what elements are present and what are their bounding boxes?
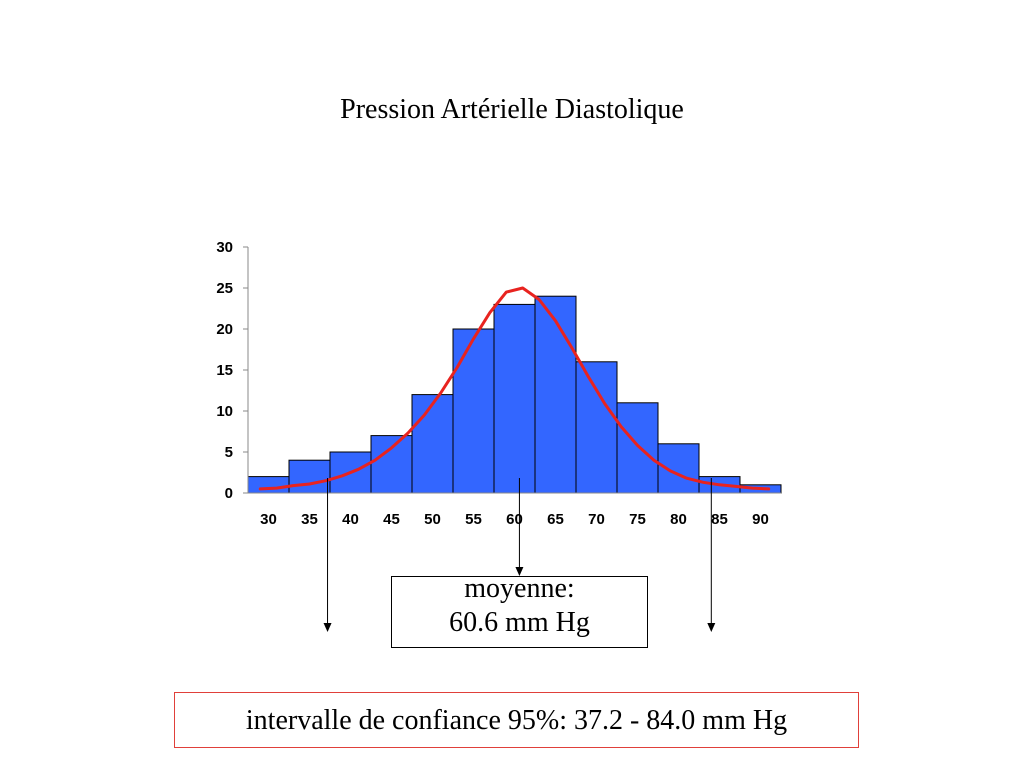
x-tick-label: 55: [465, 511, 482, 528]
histogram-bar: [575, 361, 618, 494]
histogram-bar: [370, 435, 413, 494]
x-tick-label: 70: [588, 511, 605, 528]
histogram-bar: [411, 394, 454, 494]
chart-title: Pression Artérielle Diastolique: [340, 94, 684, 125]
x-tick-label: 40: [342, 511, 359, 528]
annotation-arrow-head: [323, 623, 332, 632]
y-tick-label: 30: [216, 239, 233, 256]
x-tick-label: 30: [260, 511, 277, 528]
histogram-bar: [247, 476, 290, 494]
annotation-arrow-head: [707, 623, 716, 632]
normal-curve-line: [258, 286, 771, 491]
y-tick-label: 5: [225, 444, 233, 461]
histogram-bar: [452, 328, 495, 494]
x-tick-label: 60: [506, 511, 523, 528]
annotation-arrow-head: [515, 567, 524, 576]
mean-box: moyenne: 60.6 mm Hg: [391, 573, 648, 648]
confidence-interval-box: intervalle de confiance 95%: 37.2 - 84.0…: [174, 692, 859, 748]
x-tick-label: 75: [629, 511, 646, 528]
y-tick-label: 10: [216, 403, 233, 420]
x-tick-label: 85: [711, 511, 728, 528]
histogram-bar: [534, 295, 577, 494]
histogram-bar: [616, 402, 659, 494]
y-tick-label: 20: [216, 321, 233, 338]
x-tick-label: 45: [383, 511, 400, 528]
y-tick-label: 25: [216, 280, 233, 297]
histogram-bar: [493, 303, 536, 494]
x-tick-label: 35: [301, 511, 318, 528]
x-tick-label: 50: [424, 511, 441, 528]
y-tick-label: 15: [216, 362, 233, 379]
histogram-bar: [288, 459, 331, 494]
mean-label: moyenne:: [464, 573, 575, 604]
y-tick-label: 0: [225, 485, 233, 502]
mean-value: 60.6 mm Hg: [449, 607, 590, 638]
x-tick-label: 80: [670, 511, 687, 528]
x-tick-label: 65: [547, 511, 564, 528]
x-tick-label: 90: [752, 511, 769, 528]
